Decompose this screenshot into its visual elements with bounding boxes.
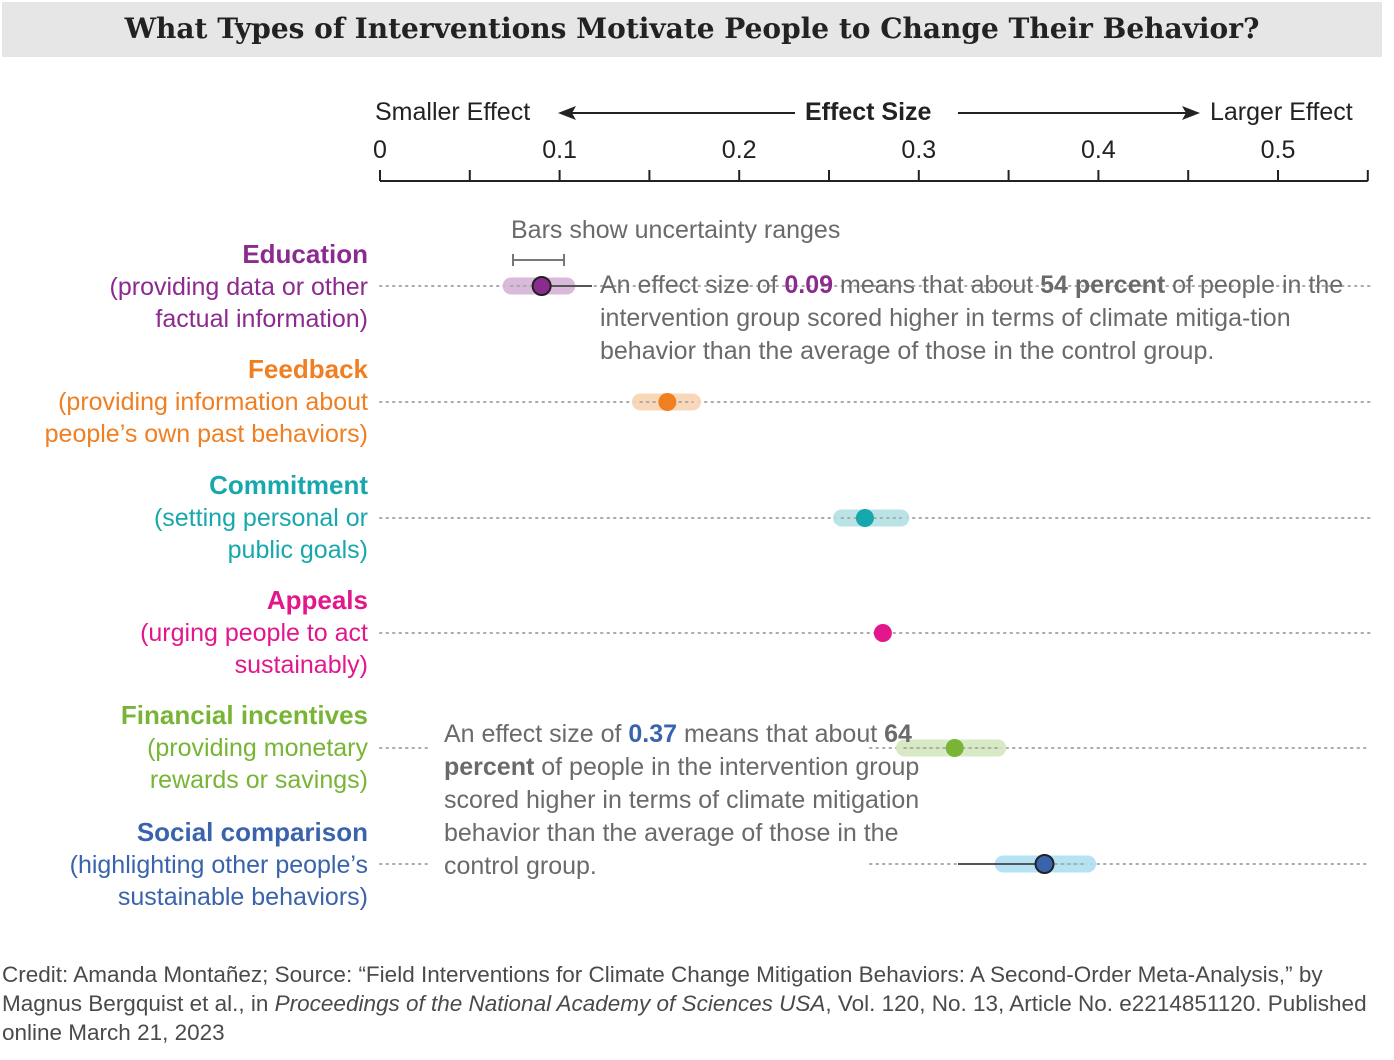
category-label-financial-incentives: Financial incentives (providing monetary r… — [121, 699, 368, 797]
annotation-text: means that about — [833, 271, 1041, 299]
category-description: factual information) — [155, 305, 368, 333]
category-description: (providing information about — [58, 387, 368, 416]
category-description: (providing data or other — [109, 272, 368, 301]
x-tick-label: 0 — [373, 136, 387, 164]
category-name: Social comparison — [136, 817, 368, 847]
category-name: Appeals — [266, 585, 368, 615]
category-label-feedback: Feedback (providing information about peop… — [45, 353, 368, 451]
journal-name: Proceedings of the National Academy of S… — [274, 991, 826, 1016]
category-description: (highlighting other people’s — [69, 850, 368, 879]
data-point-education — [531, 276, 552, 296]
x-tick-label: 0.1 — [542, 136, 577, 164]
category-description: sustainable behaviors) — [117, 883, 368, 911]
smaller-effect-label: Smaller Effect — [375, 98, 531, 126]
data-point-feedback — [658, 393, 677, 411]
category-label-appeals: Appeals (urging people to act sustainably) — [140, 584, 368, 682]
category-description: public goals) — [227, 536, 368, 564]
category-name: Financial incentives — [120, 700, 368, 730]
category-label-commitment: Commitment (setting personal or public goa… — [154, 469, 368, 567]
annotation-value: 0.37 — [628, 720, 678, 748]
annotation-text: means that about — [677, 720, 885, 748]
arrow-left-head — [558, 106, 576, 120]
category-name: Education — [242, 239, 368, 269]
category-label-education: Education (providing data or other factual… — [110, 238, 368, 336]
x-tick-label: 0.4 — [1081, 136, 1116, 164]
annotation-text: of people in the intervention group scor… — [600, 271, 1344, 365]
larger-effect-label: Larger Effect — [1210, 98, 1353, 126]
data-point-social-comparison — [1034, 854, 1055, 874]
chart-title: What Types of Interventions Motivate Peo… — [124, 12, 1260, 45]
annotation-value: 0.09 — [784, 271, 834, 299]
credit-text: Credit: Amanda Montañez; Source: “Field … — [2, 962, 1323, 1016]
axis-title: Effect Size — [805, 98, 932, 126]
x-tick-label: 0.2 — [721, 136, 757, 164]
category-description: sustainably) — [234, 651, 368, 679]
annotation-percent: 54 percent — [1040, 271, 1166, 299]
annotation-social-comparison: An effect size of 0.37 means that about … — [444, 718, 959, 883]
annotation-percent: 64 percent — [444, 720, 912, 781]
category-description: (urging people to act — [140, 618, 368, 647]
uncertainty-note: Bars show uncertainty ranges — [511, 216, 841, 244]
credit-text: , Vol. 120, No. 13, Article No. e2214851… — [2, 991, 1367, 1045]
category-description: rewards or savings) — [149, 766, 368, 794]
category-description: (setting personal or — [153, 503, 368, 532]
annotation-text: of people in the intervention group scor… — [444, 753, 920, 880]
title-bar: What Types of Interventions Motivate Peo… — [2, 2, 1382, 57]
uncertainty-bracket-icon — [512, 254, 565, 266]
annotation-text: An effect size of — [600, 271, 785, 299]
category-description: (providing monetary — [147, 733, 368, 762]
category-name: Commitment — [209, 470, 368, 500]
category-label-social-comparison: Social comparison (highlighting other peo… — [70, 816, 368, 914]
x-tick-label: 0.5 — [1260, 136, 1296, 164]
category-name: Feedback — [248, 354, 368, 384]
x-tick-label: 0.3 — [901, 136, 937, 164]
annotation-text: An effect size of — [444, 720, 629, 748]
category-description: people’s own past behaviors) — [44, 420, 368, 448]
annotation-education: An effect size of 0.09 means that about … — [600, 269, 1390, 368]
credit-footer: Credit: Amanda Montañez; Source: “Field … — [2, 960, 1387, 1047]
data-point-commitment — [855, 509, 874, 527]
data-point-appeals — [873, 624, 892, 642]
arrow-right-head — [1182, 106, 1200, 120]
data-point-financial-incentives — [945, 739, 964, 757]
